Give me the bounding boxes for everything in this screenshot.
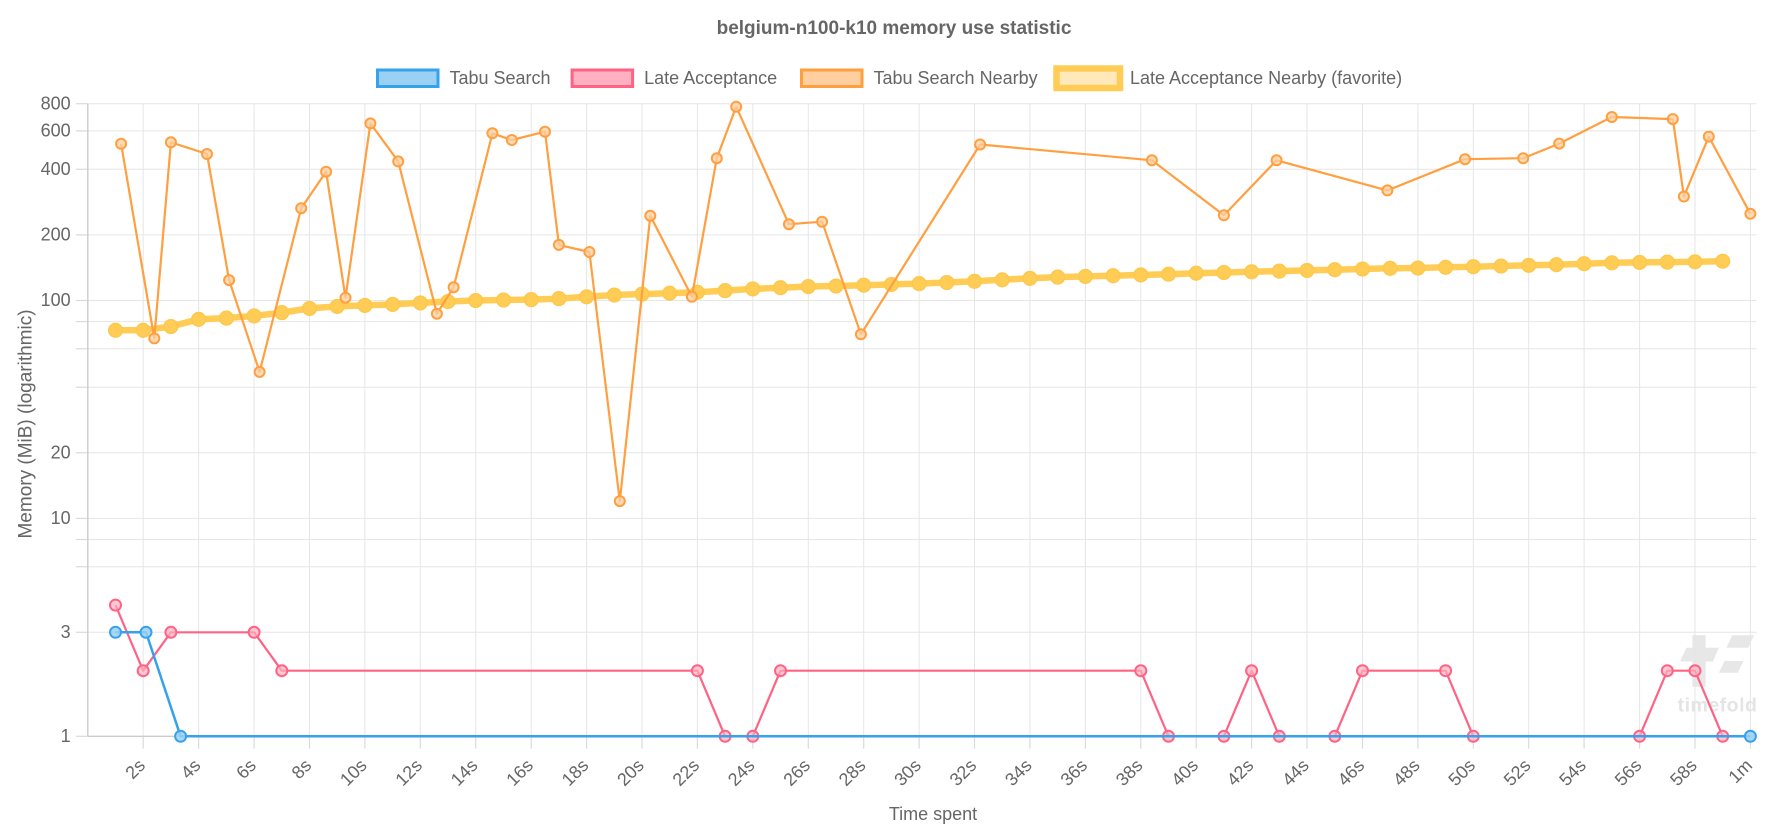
svg-text:Time spent: Time spent — [889, 804, 977, 824]
svg-text:3: 3 — [61, 622, 71, 642]
svg-text:Late Acceptance: Late Acceptance — [644, 68, 777, 88]
svg-text:800: 800 — [41, 93, 71, 113]
svg-text:1: 1 — [61, 726, 71, 746]
svg-text:600: 600 — [41, 121, 71, 141]
svg-text:400: 400 — [41, 159, 71, 179]
svg-text:Tabu Search Nearby: Tabu Search Nearby — [874, 68, 1038, 88]
svg-text:200: 200 — [41, 225, 71, 245]
svg-text:timefold: timefold — [1678, 695, 1758, 717]
svg-text:belgium-n100-k10 memory use st: belgium-n100-k10 memory use statistic — [717, 18, 1072, 39]
svg-text:20: 20 — [51, 443, 71, 463]
svg-text:Late Acceptance Nearby (favori: Late Acceptance Nearby (favorite) — [1130, 68, 1402, 88]
svg-text:Memory (MiB) (logarithmic): Memory (MiB) (logarithmic) — [16, 309, 37, 538]
svg-text:10: 10 — [51, 508, 71, 528]
svg-text:100: 100 — [41, 290, 71, 310]
svg-text:Tabu Search: Tabu Search — [450, 68, 551, 88]
